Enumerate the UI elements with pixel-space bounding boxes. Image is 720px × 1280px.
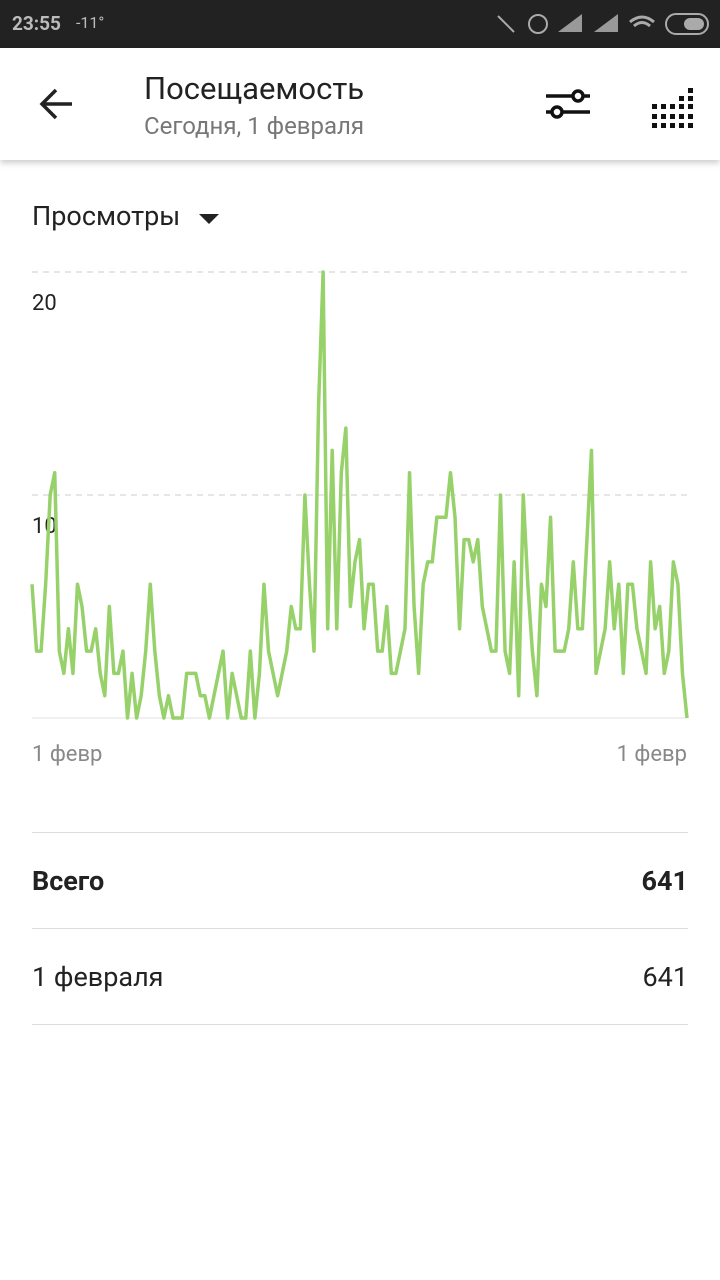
app-bar-icons [39, 88, 693, 128]
screen-title: Посещаемость [144, 70, 365, 107]
row-value: 641 [641, 865, 688, 897]
back-button[interactable] [39, 88, 72, 120]
table-row: 1 февраля 641 [32, 928, 688, 1025]
y-tick-label: 10 [32, 514, 57, 539]
row-label: Всего [32, 865, 105, 897]
status-bar: 23:55 -11° [0, 0, 720, 48]
metric-dropdown[interactable]: Просмотры [32, 200, 221, 232]
clock: 23:55 [12, 12, 61, 35]
screen-subtitle: Сегодня, 1 февраля [144, 112, 365, 140]
y-tick-label: 20 [32, 291, 57, 316]
x-tick-label: 1 февр [617, 742, 687, 767]
menu-button[interactable] [652, 88, 693, 128]
x-tick-label: 1 февр [32, 742, 102, 767]
metric-label: Просмотры [32, 200, 181, 232]
status-icons [497, 13, 709, 35]
chart: 10 20 1 февр 1 февр [30, 270, 689, 767]
row-label: 1 февраля [32, 961, 164, 993]
temperature: -11° [76, 13, 105, 32]
row-value: 641 [642, 961, 688, 993]
filter-button[interactable] [546, 89, 590, 119]
app-bar: Посещаемость Сегодня, 1 февраля [0, 48, 720, 160]
data-line [30, 270, 689, 720]
dropdown-arrow [198, 214, 219, 224]
table-row: Всего 641 [32, 832, 688, 928]
